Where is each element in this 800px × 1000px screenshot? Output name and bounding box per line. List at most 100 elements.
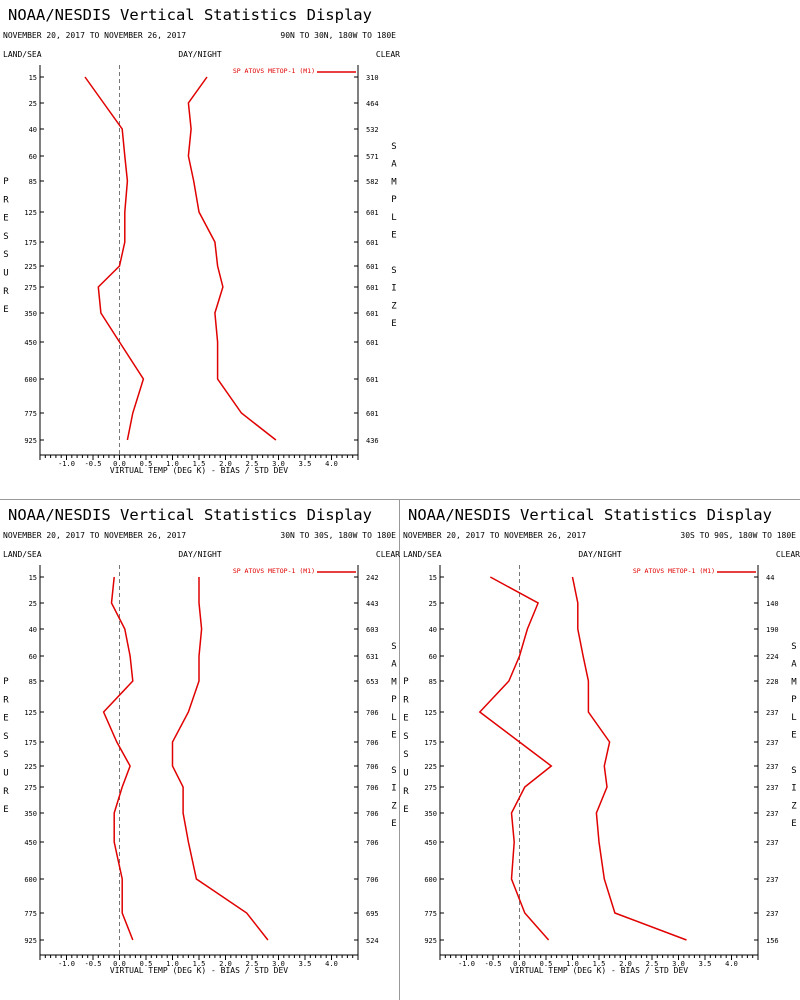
sample-size-label: 190	[766, 626, 779, 634]
pressure-tick-label: 600	[24, 876, 37, 884]
bias-series-line	[102, 576, 134, 941]
pressure-tick-label: 275	[24, 284, 37, 292]
x-tick-label: 2.0	[619, 960, 632, 968]
pressure-tick-label: 925	[424, 937, 437, 945]
sample-size-label: 706	[366, 784, 379, 792]
pressure-axis-letter: E	[3, 805, 8, 815]
pressure-tick-label: 925	[24, 437, 37, 445]
sample-size-label: 653	[366, 678, 379, 686]
pressure-tick-label: 775	[24, 910, 37, 918]
pressure-axis-letter: S	[3, 250, 8, 260]
land-sea-label: LAND/SEA	[403, 550, 442, 559]
x-axis-label: VIRTUAL TEMP (DEG K) - BIAS / STD DEV	[110, 466, 288, 475]
pressure-axis-letter: E	[3, 214, 8, 224]
pressure-axis-letter: S	[403, 732, 408, 742]
sample-size-label: 532	[366, 126, 379, 134]
sample-size-label: 601	[366, 376, 379, 384]
sample-size-label: 706	[366, 739, 379, 747]
pressure-tick-label: 60	[29, 653, 37, 661]
x-tick-label: 0.0	[513, 960, 526, 968]
pressure-tick-label: 85	[29, 178, 37, 186]
pressure-tick-label: 450	[424, 839, 437, 847]
sample-size-label: 601	[366, 284, 379, 292]
x-tick-label: 3.5	[299, 460, 312, 468]
sample-axis-letter: Z	[391, 301, 397, 311]
bias-series-line	[84, 76, 145, 441]
pressure-tick-label: 60	[429, 653, 437, 661]
pressure-tick-label: 15	[29, 74, 37, 82]
sample-size-label: 464	[366, 100, 379, 108]
sample-axis-letter: A	[791, 660, 797, 670]
pressure-tick-label: 40	[429, 626, 437, 634]
sample-size-label: 695	[366, 910, 379, 918]
sample-size-label: 237	[766, 810, 779, 818]
chart-svg: NOAA/NESDIS Vertical Statistics Display N…	[3, 506, 400, 975]
pressure-axis-letter: U	[3, 269, 8, 279]
chart-title: NOAA/NESDIS Vertical Statistics Display	[408, 506, 772, 524]
sample-axis-letter: Z	[791, 801, 797, 811]
sample-axis-letter: S	[391, 266, 396, 276]
sample-size-label: 582	[366, 178, 379, 186]
pressure-axis-letter: S	[3, 732, 8, 742]
sample-size-label: 44	[766, 574, 774, 582]
sample-size-label: 706	[366, 839, 379, 847]
sample-axis-letter: M	[391, 677, 397, 687]
sample-size-label: 601	[366, 410, 379, 418]
sample-size-label: 603	[366, 626, 379, 634]
pressure-tick-label: 225	[24, 763, 37, 771]
sample-axis-letter: L	[391, 713, 396, 723]
x-axis-label: VIRTUAL TEMP (DEG K) - BIAS / STD DEV	[510, 966, 688, 975]
pressure-tick-label: 125	[24, 209, 37, 217]
pressure-axis-letter: E	[3, 305, 8, 315]
x-tick-label: 0.5	[140, 960, 153, 968]
pressure-tick-label: 25	[29, 100, 37, 108]
chart-svg: NOAA/NESDIS Vertical Statistics Display N…	[403, 506, 800, 975]
x-tick-label: 4.0	[325, 960, 338, 968]
x-tick-label: 3.5	[299, 960, 312, 968]
sample-size-label: 224	[766, 653, 779, 661]
x-tick-label: 2.5	[246, 960, 259, 968]
chart-svg: NOAA/NESDIS Vertical Statistics Display N…	[3, 6, 400, 475]
clear-label: CLEAR	[776, 550, 800, 559]
clear-label: CLEAR	[376, 550, 400, 559]
pressure-tick-label: 125	[24, 709, 37, 717]
x-tick-label: 4.0	[325, 460, 338, 468]
x-tick-label: 0.5	[540, 960, 553, 968]
region-label: 30S TO 90S, 180W TO 180E	[680, 531, 796, 540]
x-tick-label: 0.0	[113, 460, 126, 468]
pressure-tick-label: 275	[424, 784, 437, 792]
sample-size-label: 601	[366, 263, 379, 271]
pressure-tick-label: 450	[24, 839, 37, 847]
x-tick-label: 1.0	[166, 960, 179, 968]
pressure-tick-label: 775	[24, 410, 37, 418]
sample-axis-letter: I	[791, 784, 796, 794]
sample-size-label: 156	[766, 937, 779, 945]
region-label: 30N TO 30S, 180W TO 180E	[280, 531, 396, 540]
sample-axis-letter: P	[391, 695, 397, 705]
sample-axis-letter: M	[791, 677, 797, 687]
pressure-tick-label: 15	[429, 574, 437, 582]
x-tick-label: -0.5	[85, 460, 102, 468]
pressure-tick-label: 85	[29, 678, 37, 686]
sample-size-label: 237	[766, 709, 779, 717]
pressure-tick-label: 925	[24, 937, 37, 945]
pressure-tick-label: 125	[424, 709, 437, 717]
x-tick-label: 3.0	[672, 960, 685, 968]
pressure-axis-letter: R	[3, 787, 9, 797]
sample-axis-letter: E	[391, 731, 396, 741]
x-tick-label: 0.5	[140, 460, 153, 468]
pressure-tick-label: 350	[424, 810, 437, 818]
pressure-tick-label: 60	[29, 153, 37, 161]
pressure-axis-letter: P	[403, 677, 409, 687]
chart-panel-top-left: NOAA/NESDIS Vertical Statistics Display N…	[0, 0, 400, 500]
pressure-axis-letter: R	[403, 787, 409, 797]
pressure-axis-letter: U	[3, 769, 8, 779]
x-axis-label: VIRTUAL TEMP (DEG K) - BIAS / STD DEV	[110, 966, 288, 975]
pressure-tick-label: 450	[24, 339, 37, 347]
pressure-axis-letter: E	[3, 714, 8, 724]
sample-axis-letter: S	[791, 642, 796, 652]
sample-size-label: 706	[366, 763, 379, 771]
pressure-tick-label: 40	[29, 126, 37, 134]
x-tick-label: -1.0	[458, 960, 475, 968]
sample-size-label: 310	[366, 74, 379, 82]
